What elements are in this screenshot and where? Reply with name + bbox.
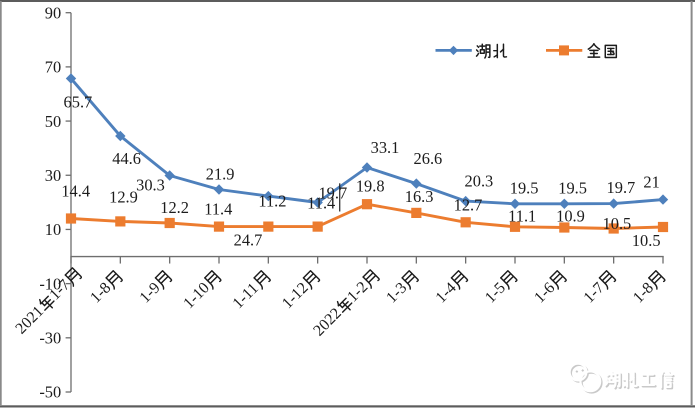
svg-text:30: 30 xyxy=(45,166,61,185)
svg-text:-30: -30 xyxy=(39,329,61,348)
svg-text:19.8: 19.8 xyxy=(356,176,385,195)
svg-text:90: 90 xyxy=(45,3,61,22)
svg-text:11.2: 11.2 xyxy=(258,192,286,211)
svg-text:11.4: 11.4 xyxy=(204,199,232,218)
svg-text:12.9: 12.9 xyxy=(109,188,138,207)
svg-text:26.6: 26.6 xyxy=(414,149,443,168)
svg-text:10.5: 10.5 xyxy=(632,231,661,250)
svg-text:11.4: 11.4 xyxy=(307,193,335,212)
svg-text:19.5: 19.5 xyxy=(558,179,587,198)
svg-text:33.1: 33.1 xyxy=(371,138,400,157)
svg-text:24.7: 24.7 xyxy=(234,231,263,250)
svg-text:10: 10 xyxy=(45,220,61,239)
svg-text:16.3: 16.3 xyxy=(405,187,434,206)
svg-text:12.7: 12.7 xyxy=(454,195,483,214)
svg-text:20.3: 20.3 xyxy=(465,172,494,191)
svg-text:70: 70 xyxy=(45,58,61,77)
svg-text:50: 50 xyxy=(45,112,61,131)
svg-text:30.3: 30.3 xyxy=(136,175,165,194)
svg-text:44.6: 44.6 xyxy=(112,149,141,168)
svg-text:10.5: 10.5 xyxy=(603,214,632,233)
svg-text:21.9: 21.9 xyxy=(206,164,235,183)
svg-text:65.7: 65.7 xyxy=(64,92,93,111)
svg-text:-10: -10 xyxy=(39,274,61,293)
svg-text:12.2: 12.2 xyxy=(160,198,189,217)
svg-text:19.7: 19.7 xyxy=(607,178,636,197)
svg-text:10.9: 10.9 xyxy=(556,207,585,226)
svg-text:21: 21 xyxy=(643,172,659,191)
svg-text:19.5: 19.5 xyxy=(510,179,539,198)
svg-text:14.4: 14.4 xyxy=(61,181,90,200)
svg-text:11.1: 11.1 xyxy=(508,207,536,226)
svg-text:-50: -50 xyxy=(39,383,61,402)
